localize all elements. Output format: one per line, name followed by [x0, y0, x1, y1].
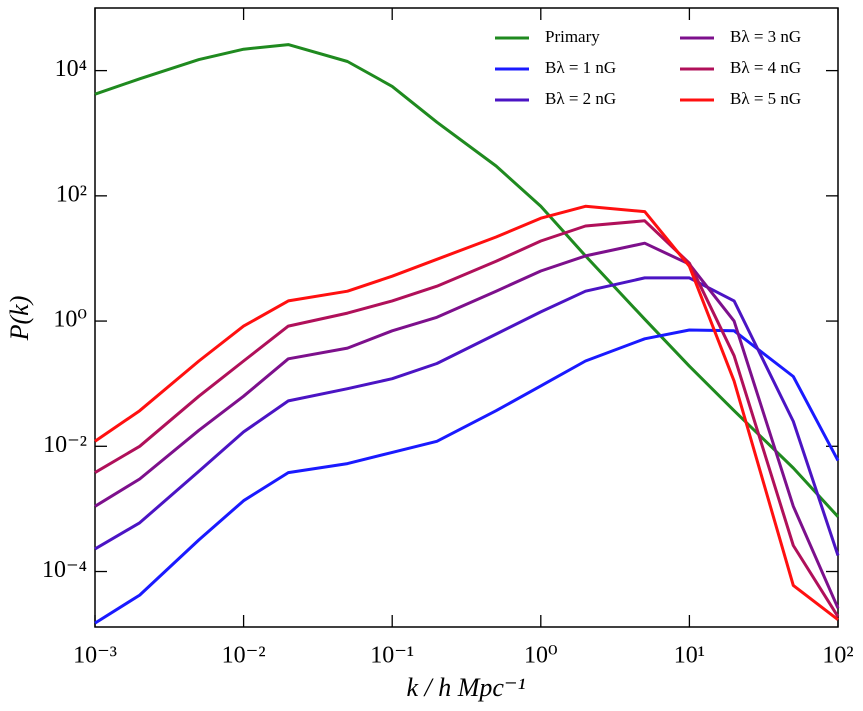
x-tick-label: 10⁻² — [222, 643, 266, 669]
y-tick-label: 10⁻⁴ — [42, 557, 87, 583]
legend-label: Primary — [545, 27, 600, 46]
series-line — [94, 204, 839, 621]
y-tick-label: 10² — [56, 181, 87, 207]
y-tick-label: 10⁻² — [43, 432, 87, 458]
legend-label: Bλ = 5 nG — [730, 89, 801, 108]
x-axis-label: k / h Mpc⁻¹ — [407, 673, 526, 702]
y-tick-label: 10⁰ — [53, 307, 87, 333]
legend-label: Bλ = 1 nG — [545, 58, 616, 77]
y-axis-label: P(k) — [5, 296, 34, 342]
x-tick-label: 10² — [822, 643, 853, 669]
x-tick-label: 10⁻³ — [73, 643, 117, 669]
x-tick-label: 10⁰ — [524, 643, 558, 669]
series-line — [94, 328, 840, 625]
series-line — [94, 43, 840, 518]
legend-label: Bλ = 2 nG — [545, 89, 616, 108]
legend-label: Bλ = 4 nG — [730, 58, 801, 77]
series-line — [94, 219, 840, 618]
legend-label: Bλ = 3 nG — [730, 27, 801, 46]
series-line — [94, 276, 840, 556]
x-tick-label: 10⁻¹ — [370, 643, 414, 669]
x-tick-label: 10¹ — [674, 643, 705, 669]
series-line — [94, 241, 840, 609]
y-tick-label: 10⁴ — [55, 56, 87, 82]
plot-frame — [94, 7, 839, 628]
